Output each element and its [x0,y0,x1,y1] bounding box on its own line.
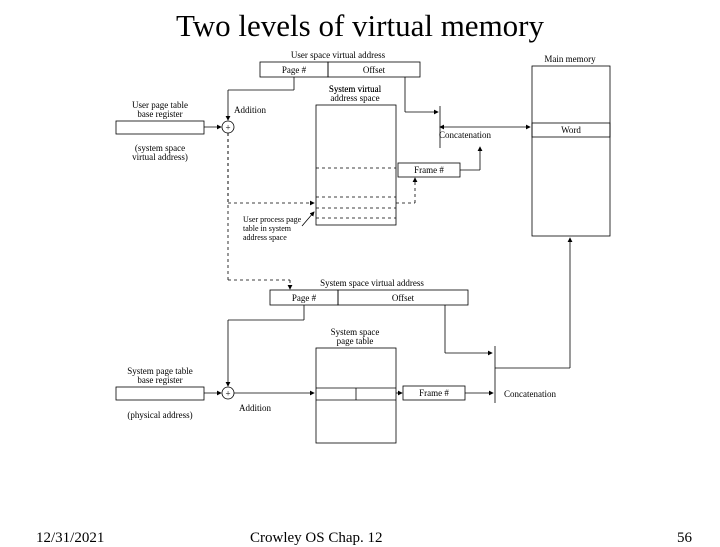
offset-text-1: Offset [363,65,386,75]
ssva-label: System space virtual address [320,278,424,288]
svg-text:table in system: table in system [243,224,292,233]
main-mem-box [532,66,610,236]
footer-center: Crowley OS Chap. 12 [250,530,383,547]
sys-vas-box [316,105,396,225]
concat-2-label: Concatenation [504,389,556,399]
page-no-text-2: Page # [292,293,317,303]
svg-text:User process page: User process page [243,215,302,224]
svg-text:base register: base register [137,109,182,119]
frame-1-text: Frame # [414,165,444,175]
svg-text:address space: address space [243,233,287,242]
addition-2-label: Addition [239,403,272,413]
addition-1-label: Addition [234,105,267,115]
physaddr-label: (physical address) [127,410,192,420]
svg-text:address space: address space [330,93,379,103]
svg-text:+: + [225,389,230,399]
svg-text:virtual address): virtual address) [132,152,188,162]
footer-date: 12/31/2021 [36,530,104,547]
footer-page: 56 [677,530,692,547]
offset-text-2: Offset [392,293,415,303]
page-no-text-1: Page # [282,65,307,75]
user-va-label: User space virtual address [291,50,386,60]
uptbr-box [116,121,204,134]
svg-text:+: + [225,123,230,133]
frame-2-text: Frame # [419,388,449,398]
word-text: Word [561,125,581,135]
concat-1-label: Concatenation [439,130,491,140]
diagram-svg: User space virtual address Page # Offset… [100,48,640,488]
main-mem-label: Main memory [544,54,596,64]
sptbr-box [116,387,204,400]
svg-text:page table: page table [337,336,374,346]
svg-text:base register: base register [137,375,182,385]
page-title: Two levels of virtual memory [0,8,720,44]
